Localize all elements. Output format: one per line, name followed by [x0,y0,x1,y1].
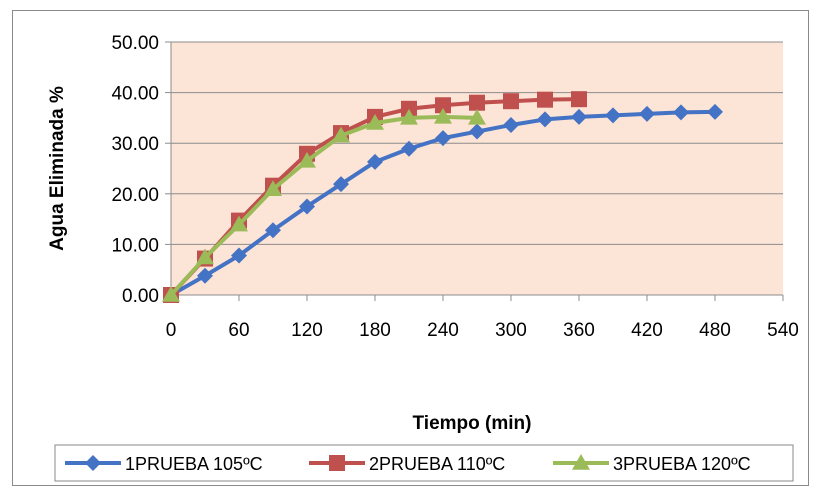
series-1-point-3 [265,222,281,239]
x-tick-label-9: 540 [767,320,799,341]
x-tick-label-6: 360 [563,320,595,341]
series-3-point-3 [264,180,282,196]
series-3-point-9 [468,108,486,125]
plot-area [171,42,783,295]
series-2-point-11 [537,91,553,108]
series-3-line [169,114,478,297]
y-axis-title: Agua Eliminada % [47,86,68,251]
series-1-point-16 [707,103,723,120]
x-tick-label-1: 60 [228,320,249,341]
x-tick-labels: 0 60 120 180 240 300 360 420 480 540 [166,320,799,341]
x-tick-label-2: 120 [291,320,323,341]
series-1-point-9 [469,123,485,140]
legend-label-1: 1PRUEBA 105ºC [125,454,263,474]
legend-label-3: 3PRUEBA 120ºC [613,454,751,474]
series-2-point-8 [435,97,451,114]
x-tick-label-5: 300 [495,320,527,341]
y-tick-label-5: 50.00 [111,33,159,54]
chart-frame: 0.00 10.00 20.00 30.00 40.00 50.00 0 60 120 180 2… [12,10,809,486]
series-3-point-0 [162,286,180,302]
series-2-point-7 [401,100,417,117]
x-tick-label-8: 480 [699,320,731,341]
series-1-point-5 [333,176,349,193]
legend-box [54,444,794,482]
y-tick-labels: 0.00 10.00 20.00 30.00 40.00 50.00 [111,33,159,307]
series-1-point-1 [197,267,213,284]
legend-marker-3 [572,454,590,470]
series-3-point-5 [332,126,350,143]
series-3-point-1 [196,248,214,265]
x-tick-label-3: 180 [359,320,391,341]
series-1-point-15 [673,104,689,121]
legend-marker-1 [85,455,101,471]
series-1-point-14 [639,105,655,122]
series-3 [162,107,486,302]
x-tick-label-7: 420 [631,320,663,341]
series-1-point-4 [299,198,315,215]
series-3-point-8 [434,107,452,124]
y-tick-label-2: 20.00 [111,185,159,206]
series-1-point-8 [435,130,451,147]
series-1-point-10 [503,116,519,133]
y-tick-label-1: 10.00 [111,235,159,256]
legend-marker-2 [329,455,345,471]
legend: 1PRUEBA 105ºC 2PRUEBA 110ºC 3PRUEBA 120ºC [54,444,794,482]
series-1-point-7 [401,140,417,157]
series-2-point-12 [571,91,587,108]
series [162,91,723,303]
series-3-point-4 [298,151,316,168]
series-1-point-12 [571,108,587,125]
series-1-point-6 [367,153,383,170]
line-chart: 0.00 10.00 20.00 30.00 40.00 50.00 0 60 120 180 2… [47,33,799,482]
series-2-point-9 [469,94,485,111]
series-2-point-10 [503,93,519,110]
y-tick-label-4: 40.00 [111,84,159,105]
series-3-point-2 [230,215,248,232]
x-tick-label-0: 0 [166,320,177,341]
y-tick-label-0: 0.00 [122,286,159,307]
series-1-point-11 [537,111,553,128]
x-axis-title: Tiempo (min) [413,413,532,434]
y-tick-label-3: 30.00 [111,134,159,155]
series-1-point-2 [231,247,247,264]
series-1-point-13 [605,107,621,124]
series-3-point-7 [400,108,418,125]
legend-label-2: 2PRUEBA 110ºC [369,454,505,474]
x-tick-label-4: 240 [427,320,459,341]
series-3-point-6 [366,113,384,130]
